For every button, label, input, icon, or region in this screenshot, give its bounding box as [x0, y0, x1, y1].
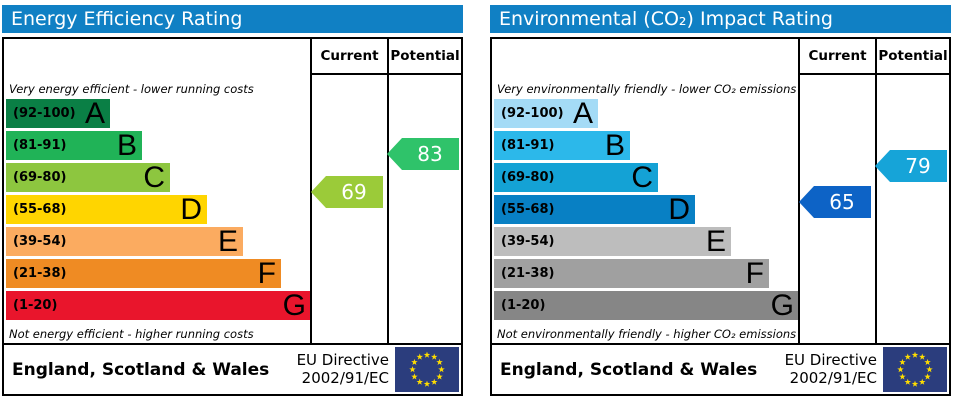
band-range-label: (21-38)	[13, 266, 67, 281]
rating-band-C: (69-80) C	[494, 161, 658, 194]
band-letter: E	[705, 225, 726, 258]
rating-band-B: (81-91) B	[494, 129, 630, 162]
environmental-impact-panel: Environmental (CO₂) Impact Rating Curren…	[490, 5, 951, 396]
band-letter: B	[604, 129, 625, 162]
rating-band-D: (55-68) D	[494, 193, 695, 226]
table-corner	[4, 39, 310, 75]
bands: (92-100) A (81-91) B (69-80) C (55-68) D (39-54)…	[492, 97, 798, 322]
potential-column-header: Potential	[387, 39, 461, 75]
band-letter: G	[770, 289, 794, 322]
bottom-caption: Not environmentally friendly - higher CO…	[497, 327, 797, 341]
eu-flag-stars	[409, 351, 445, 387]
band-range-label: (92-100)	[501, 106, 564, 121]
region-label: England, Scotland & Wales	[12, 359, 270, 380]
band-letter: A	[572, 97, 593, 130]
current-column	[310, 75, 387, 343]
rating-band-B: (81-91) B	[6, 129, 142, 162]
current-column	[798, 75, 875, 343]
rating-chart: Current Potential Very energy efficient …	[2, 37, 463, 345]
band-letter: D	[668, 193, 690, 226]
band-letter: F	[257, 257, 276, 290]
current-column-header: Current	[798, 39, 875, 75]
band-range-label: (92-100)	[13, 106, 76, 121]
rating-chart: Current Potential Very environmentally f…	[490, 37, 951, 345]
potential-rating-arrow: 83	[387, 138, 459, 170]
eu-directive-line2: 2002/91/EC	[789, 368, 877, 387]
table-corner	[492, 39, 798, 75]
band-letter: G	[282, 289, 306, 322]
band-range-label: (81-91)	[13, 138, 67, 153]
band-letter: C	[631, 161, 653, 194]
rating-band-D: (55-68) D	[6, 193, 207, 226]
bottom-caption: Not energy efficient - higher running co…	[9, 327, 254, 341]
band-range-label: (1-20)	[501, 298, 546, 313]
band-range-label: (39-54)	[13, 234, 67, 249]
rating-band-A: (92-100) A	[6, 97, 110, 130]
potential-rating-value: 83	[417, 142, 443, 166]
band-range-label: (55-68)	[501, 202, 555, 217]
eu-directive-label: EU Directive 2002/91/EC	[785, 352, 883, 387]
current-rating-value: 69	[341, 180, 367, 204]
eu-directive-label: EU Directive 2002/91/EC	[297, 352, 395, 387]
potential-column	[875, 75, 949, 343]
band-range-label: (81-91)	[501, 138, 555, 153]
energy-efficiency-panel: Energy Efficiency Rating Current Potenti…	[2, 5, 463, 396]
top-caption: Very environmentally friendly - lower CO…	[497, 82, 797, 96]
bands-area: Very environmentally friendly - lower CO…	[492, 75, 798, 343]
rating-band-E: (39-54) E	[6, 225, 243, 258]
bands: (92-100) A (81-91) B (69-80) C (55-68) D (39-54)…	[4, 97, 310, 322]
eu-flag-icon	[395, 347, 459, 392]
band-range-label: (55-68)	[13, 202, 67, 217]
panel-title: Energy Efficiency Rating	[2, 5, 463, 33]
eu-directive-line1: EU Directive	[296, 351, 389, 370]
current-rating-value: 65	[829, 190, 855, 214]
band-range-label: (69-80)	[501, 170, 555, 185]
band-range-label: (39-54)	[501, 234, 555, 249]
eu-directive-line1: EU Directive	[784, 351, 877, 370]
band-letter: B	[116, 129, 137, 162]
band-letter: E	[217, 225, 238, 258]
current-rating-arrow: 65	[799, 186, 871, 218]
eu-directive-line2: 2002/91/EC	[301, 368, 389, 387]
potential-column	[387, 75, 461, 343]
band-range-label: (1-20)	[13, 298, 58, 313]
band-letter: F	[745, 257, 764, 290]
rating-band-E: (39-54) E	[494, 225, 731, 258]
region-label: England, Scotland & Wales	[500, 359, 758, 380]
bands-area: Very energy efficient - lower running co…	[4, 75, 310, 343]
potential-rating-value: 79	[905, 154, 931, 178]
footer: England, Scotland & Wales EU Directive 2…	[490, 343, 951, 396]
footer: England, Scotland & Wales EU Directive 2…	[2, 343, 463, 396]
potential-rating-arrow: 79	[875, 150, 947, 182]
potential-column-header: Potential	[875, 39, 949, 75]
band-letter: D	[180, 193, 202, 226]
band-letter: A	[84, 97, 105, 130]
rating-band-F: (21-38) F	[494, 257, 769, 290]
rating-band-A: (92-100) A	[494, 97, 598, 130]
rating-band-G: (1-20) G	[6, 289, 310, 322]
eu-flag-icon	[883, 347, 947, 392]
rating-band-C: (69-80) C	[6, 161, 170, 194]
panel-title: Environmental (CO₂) Impact Rating	[490, 5, 951, 33]
current-column-header: Current	[310, 39, 387, 75]
rating-band-F: (21-38) F	[6, 257, 281, 290]
top-caption: Very energy efficient - lower running co…	[9, 82, 254, 96]
band-range-label: (69-80)	[13, 170, 67, 185]
rating-band-G: (1-20) G	[494, 289, 798, 322]
band-range-label: (21-38)	[501, 266, 555, 281]
current-rating-arrow: 69	[311, 176, 383, 208]
band-letter: C	[143, 161, 165, 194]
eu-flag-stars	[897, 351, 933, 387]
